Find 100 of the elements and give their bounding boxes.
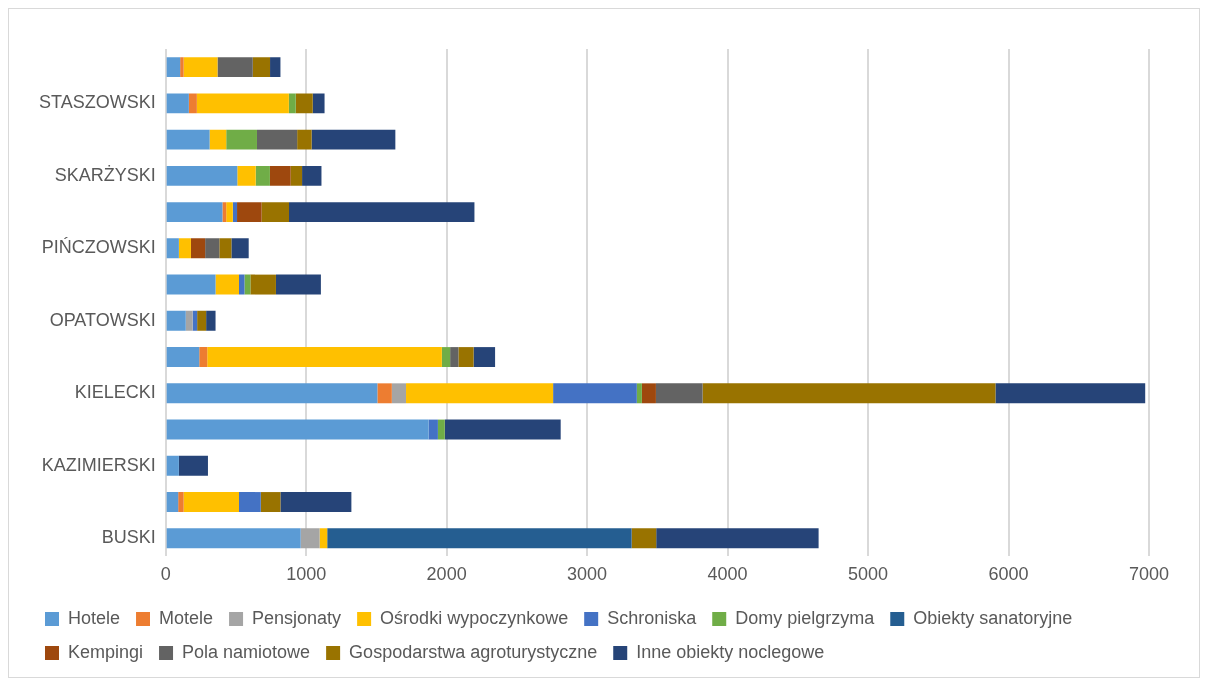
- bar: [207, 347, 442, 368]
- bar: [237, 165, 256, 186]
- y-tick-label: SKARŻYSKI: [54, 164, 156, 185]
- bar: [219, 238, 232, 259]
- bar: [166, 347, 200, 368]
- bar: [188, 93, 197, 114]
- bar: [256, 129, 298, 150]
- bar: [199, 347, 208, 368]
- bar: [458, 347, 474, 368]
- bar: [166, 492, 179, 512]
- legend-label: Obiekty sanatoryjne: [913, 607, 1073, 628]
- legend-label: Inne obiekty noclegowe: [636, 641, 825, 662]
- bar: [269, 165, 291, 186]
- bar: [185, 310, 193, 331]
- bar: [312, 93, 325, 114]
- legend-label: Domy pielgrzyma: [735, 607, 876, 628]
- bar: [641, 383, 656, 404]
- bar: [327, 528, 632, 549]
- bar: [444, 419, 561, 440]
- legend-label: Pensjonaty: [252, 607, 342, 628]
- bar: [217, 57, 253, 78]
- bar: [391, 383, 407, 404]
- bar: [450, 347, 459, 368]
- bar: [553, 383, 637, 404]
- legend-label: Kempingi: [68, 641, 144, 662]
- bar: [261, 202, 290, 223]
- bar: [206, 310, 216, 331]
- y-tick-label: PIŃCZOWSKI: [41, 237, 156, 258]
- bar: [239, 492, 261, 512]
- bar: [166, 165, 238, 186]
- bar: [239, 274, 245, 295]
- bar: [702, 383, 996, 404]
- bar: [255, 165, 270, 186]
- bar: [656, 528, 819, 549]
- bar: [275, 274, 321, 295]
- bar: [631, 528, 657, 549]
- bar: [166, 57, 181, 78]
- bar: [166, 202, 223, 223]
- bar: [190, 238, 206, 259]
- bar: [166, 383, 378, 404]
- y-tick-label: KAZIMIERSKI: [41, 454, 156, 475]
- bar: [232, 202, 238, 223]
- legend-label: Pola namiotowe: [182, 641, 311, 662]
- bar: [209, 129, 227, 150]
- bar: [473, 347, 496, 368]
- bar: [166, 93, 189, 114]
- bar: [226, 129, 257, 150]
- bar: [319, 528, 328, 549]
- bar: [288, 93, 296, 114]
- bar: [180, 57, 184, 78]
- bar: [441, 347, 451, 368]
- bar: [215, 274, 239, 295]
- bar: [222, 202, 227, 223]
- bar: [166, 455, 179, 476]
- x-tick-label: 7000: [1128, 564, 1170, 585]
- bar: [231, 238, 249, 259]
- bar: [270, 57, 281, 78]
- bar: [178, 492, 184, 512]
- bar: [290, 165, 303, 186]
- bar: [197, 310, 207, 331]
- bar: [183, 57, 218, 78]
- legend-label: Motele: [159, 607, 214, 628]
- bar: [311, 129, 396, 150]
- bar: [166, 238, 179, 259]
- y-tick-label: KIELECKI: [74, 382, 156, 403]
- legend-label: Hotele: [68, 607, 121, 628]
- bar: [166, 129, 210, 150]
- x-tick-label: 4000: [707, 564, 748, 585]
- bar: [302, 165, 322, 186]
- bar: [406, 383, 554, 404]
- legend-label: Ośrodki wypoczynkowe: [380, 607, 569, 628]
- bar: [166, 528, 301, 549]
- bar: [280, 492, 352, 512]
- bar: [295, 93, 313, 114]
- y-tick-label: OPATOWSKI: [49, 309, 156, 330]
- bar: [300, 528, 320, 549]
- bar: [166, 419, 429, 440]
- bar: [995, 383, 1146, 404]
- bar: [377, 383, 392, 404]
- y-tick-label: STASZOWSKI: [38, 92, 156, 113]
- bar: [196, 93, 289, 114]
- x-tick-label: 5000: [848, 564, 889, 585]
- legend-label: Gospodarstwa agroturystyczne: [349, 641, 598, 662]
- bar: [178, 238, 191, 259]
- bar: [178, 455, 208, 476]
- bar: [226, 202, 233, 223]
- bar: [205, 238, 220, 259]
- bar: [260, 492, 281, 512]
- bar: [655, 383, 703, 404]
- y-tick-label: BUSKI: [101, 527, 156, 548]
- bar: [244, 274, 251, 295]
- bar: [166, 310, 186, 331]
- x-tick-label: 2000: [426, 564, 467, 585]
- bar: [166, 274, 216, 295]
- bar: [252, 57, 271, 78]
- x-tick-label: 3000: [567, 564, 608, 585]
- bar: [250, 274, 276, 295]
- bar: [437, 419, 445, 440]
- bar: [428, 419, 438, 440]
- bar: [183, 492, 239, 512]
